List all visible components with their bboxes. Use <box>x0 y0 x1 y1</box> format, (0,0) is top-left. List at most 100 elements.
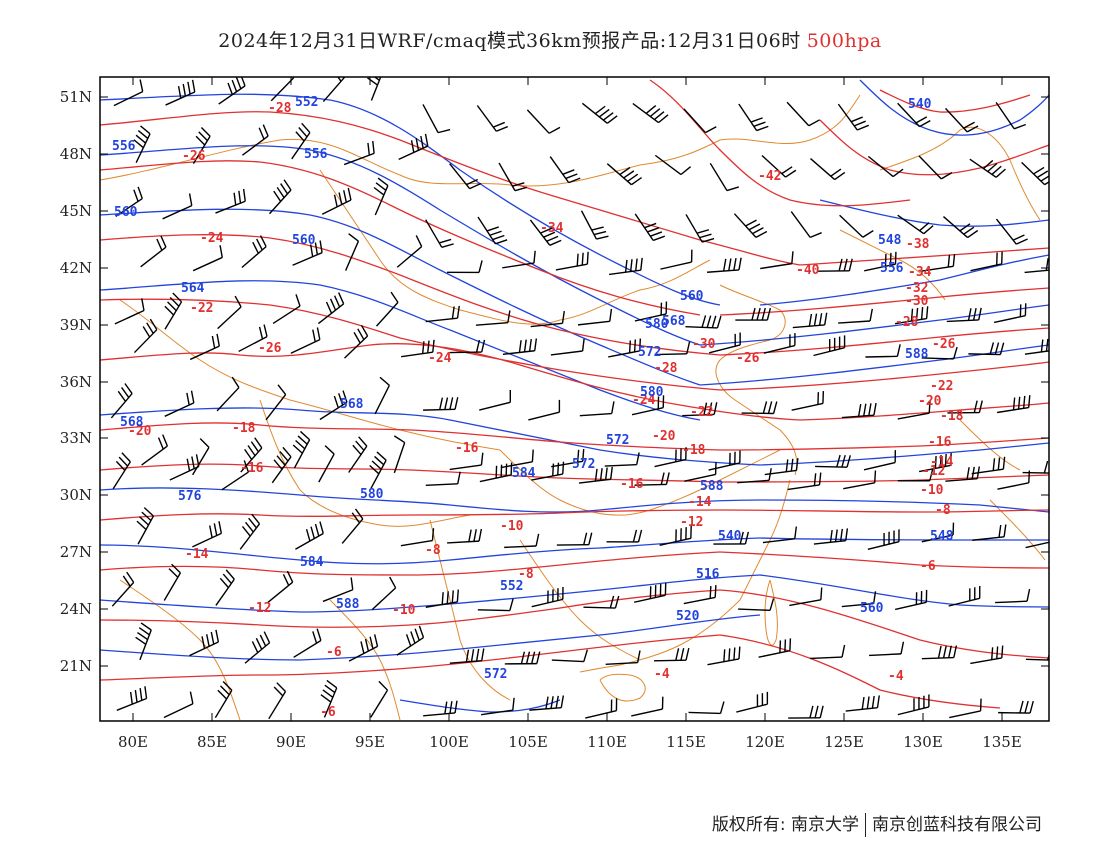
wind-barb <box>479 474 512 483</box>
wind-barb-feather <box>431 528 435 541</box>
wind-barb-feather <box>478 528 483 542</box>
wind-barb-feather <box>591 226 604 231</box>
wind-barb <box>1025 658 1049 661</box>
wind-barb-feather <box>325 301 333 314</box>
wind-barb-feather <box>919 222 930 232</box>
wind-barb-feather <box>714 585 717 598</box>
title-main: 2024年12月31日WRF/cmaq模式36km预报产品:12月31日06时 <box>218 30 801 52</box>
wind-barb-feather <box>312 329 316 342</box>
temperature-label: -20 <box>652 429 676 444</box>
temperature-contour <box>100 551 721 576</box>
height-label: 572 <box>484 667 507 682</box>
wind-barb <box>322 589 354 603</box>
wind-barb-feather <box>582 448 585 462</box>
border-line <box>319 169 711 325</box>
wind-barb-feather <box>486 226 499 232</box>
wind-barb <box>425 483 458 487</box>
wind-barb-feather <box>427 340 430 353</box>
wind-barb-feather <box>752 227 764 235</box>
temperature-label: -4 <box>654 667 670 682</box>
wind-barb <box>374 185 389 216</box>
wind-barb-feather <box>244 448 253 460</box>
wind-barb-feather <box>614 595 620 609</box>
wind-barb-feather <box>1028 470 1031 483</box>
temperature-label: -14 <box>930 455 954 470</box>
wind-barb <box>815 465 848 468</box>
wind-barb-feather <box>205 634 210 647</box>
wind-barb-feather <box>117 390 127 402</box>
lon-label: 120E <box>745 733 785 751</box>
wind-barb-feather <box>273 190 282 202</box>
wind-barb-feather <box>976 466 981 479</box>
height-label: 572 <box>572 457 595 472</box>
wind-barb-feather <box>609 308 613 322</box>
temperature-contour <box>100 422 721 451</box>
wind-barb-feather <box>705 126 717 134</box>
wind-barb <box>581 102 608 124</box>
wind-barb-feather <box>177 85 182 99</box>
height-label: 584 <box>300 555 324 570</box>
wind-barb <box>970 263 1002 272</box>
wind-barb-feather <box>1029 700 1034 714</box>
wind-barb <box>997 482 1029 490</box>
wind-barbs-layer <box>110 77 1049 720</box>
wind-barb <box>685 214 703 243</box>
wind-barb-feather <box>213 523 218 536</box>
border-line <box>519 539 641 661</box>
temperature-label: -12 <box>922 464 945 479</box>
height-label: 560 <box>680 289 704 304</box>
wind-barb-feather <box>853 120 866 127</box>
wind-barb-feather <box>373 77 380 81</box>
wind-barb-feather <box>915 116 928 124</box>
wind-barb-feather <box>410 631 416 644</box>
wind-barb-feather <box>475 648 480 662</box>
wind-barb-feather <box>295 131 305 142</box>
wind-barb-feather <box>719 701 725 714</box>
wind-barb-feather <box>342 390 348 403</box>
wind-barb <box>1024 350 1049 355</box>
wind-barb <box>578 478 611 484</box>
wind-barb-feather <box>292 444 303 454</box>
wind-barb-feather <box>222 573 232 584</box>
temperature-label: -24 <box>200 231 224 246</box>
wind-barb-feather <box>421 341 425 354</box>
height-label: 568 <box>340 397 364 412</box>
height-label: 580 <box>360 487 384 502</box>
wind-barb-feather <box>441 243 454 248</box>
wind-barb-feather <box>282 446 292 458</box>
coastline <box>764 579 778 646</box>
wind-barb-feather <box>726 186 740 192</box>
height-label: 540 <box>718 529 742 544</box>
wind-barb-feather <box>495 239 508 245</box>
height-contour <box>859 79 1049 136</box>
wind-barb-feather <box>282 573 290 586</box>
wind-barb-feather <box>200 126 211 137</box>
wind-barb-feather <box>1001 645 1004 658</box>
wind-barb-feather <box>473 529 477 542</box>
wind-barb-feather <box>632 529 638 543</box>
wind-barb <box>1021 161 1046 186</box>
wind-barb-feather <box>560 695 565 708</box>
wind-barb-feather <box>624 259 628 273</box>
wind-barb <box>838 320 871 324</box>
wind-barb-feather <box>923 225 934 235</box>
wind-barb-feather <box>509 598 514 611</box>
wind-barb-feather <box>910 308 914 322</box>
wind-barb-feather <box>966 125 979 133</box>
wind-barb-feather <box>665 472 670 485</box>
wind-barb-feather <box>549 239 562 246</box>
wind-barb-feather <box>953 645 958 658</box>
wind-barb-feather <box>995 168 1006 178</box>
wind-barb-feather <box>653 111 665 121</box>
wind-barb-feather <box>896 344 901 357</box>
wind-barb-feather <box>187 81 191 95</box>
wind-barb <box>631 407 664 416</box>
wind-barb-feather <box>872 591 877 604</box>
wind-barb <box>843 482 875 490</box>
axes-layer: 51N 48N 45N 42N 39N 36N 33N 30N 27N 24N 21N 80E 85E 9… <box>60 77 1049 751</box>
wind-barb-feather <box>376 451 387 461</box>
temperature-contour <box>100 160 701 316</box>
temperature-label: -24 <box>428 351 452 366</box>
wind-barb-feather <box>845 528 849 541</box>
wind-barb <box>634 594 666 603</box>
